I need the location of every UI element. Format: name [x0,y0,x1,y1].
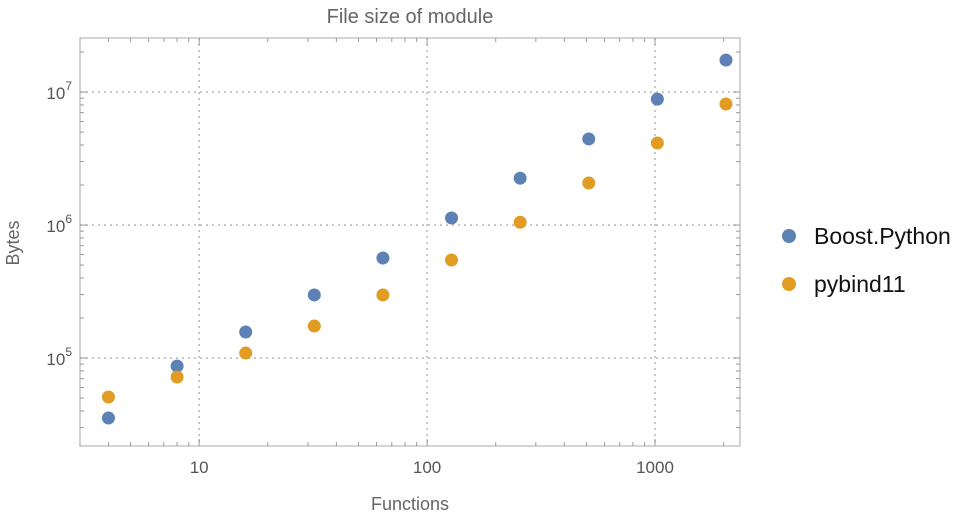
legend: Boost.Python pybind11 [782,223,951,297]
data-points [101,53,733,425]
chart-title: File size of module [327,6,494,28]
pybind11-point [307,319,321,333]
boost-python-point [582,132,596,146]
x-tick-label: 10 [190,458,209,477]
boost-python-point [513,171,527,185]
grid [80,38,740,446]
legend-label-boost-python: Boost.Python [814,223,951,249]
boost-python-point [376,251,390,265]
boost-python-point [650,92,664,106]
x-tick-label: 100 [413,458,441,477]
pybind11-point [376,288,390,302]
legend-marker-boost-python [782,229,796,243]
pybind11-point [239,346,253,360]
boost-python-point [170,359,184,373]
boost-python-point [719,53,733,67]
pybind11-point [445,253,459,267]
legend-label-pybind11: pybind11 [814,271,906,297]
legend-marker-pybind11 [782,277,796,291]
x-axis-label: Functions [371,494,449,513]
boost-python-point [307,288,321,302]
plot-frame [79,37,741,447]
pybind11-point [101,390,115,404]
boost-python-point [445,211,459,225]
pybind11-point [719,97,733,111]
y-tick-label: 106 [46,212,72,236]
axis-ticks: 10 100 1000 105 106 107 [46,38,740,477]
pybind11-point [582,176,596,190]
x-tick-label: 1000 [636,458,674,477]
pybind11-point [170,370,184,384]
y-axis-label: Bytes [3,220,23,265]
pybind11-point [650,136,664,150]
pybind11-point [513,215,527,229]
y-tick-label: 105 [46,345,72,369]
y-tick-label: 107 [46,79,72,103]
boost-python-point [239,325,253,339]
boost-python-point [101,411,115,425]
